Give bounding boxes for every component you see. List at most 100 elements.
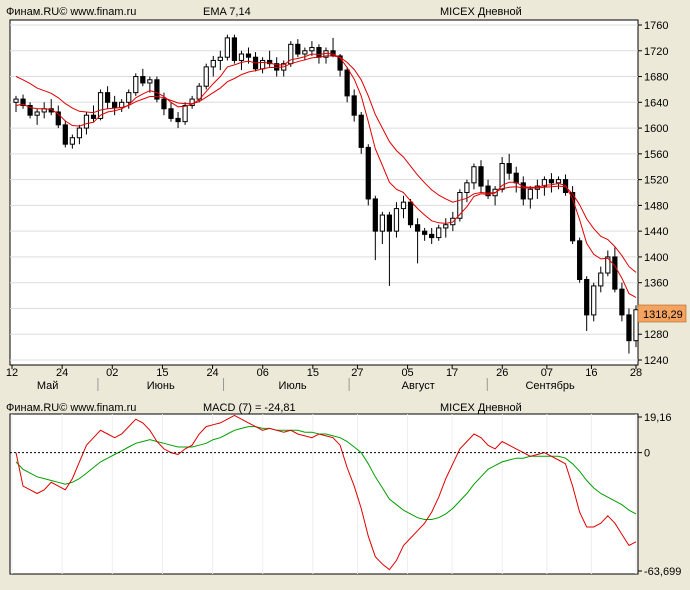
candle-body <box>527 188 533 200</box>
price-grid <box>10 24 638 361</box>
candle-body <box>27 105 33 116</box>
candle-body <box>224 37 230 58</box>
candle-body <box>626 314 632 342</box>
candle-body <box>295 43 301 55</box>
macd-tick-label: 19,16 <box>644 412 672 424</box>
candle-body <box>20 98 26 107</box>
candle-body <box>62 124 68 145</box>
candle-body <box>161 98 167 110</box>
current-price-label: 1318,29 <box>643 309 683 321</box>
candle-body <box>154 79 160 100</box>
time-axis: 12 24 02 15 24 06 15 27 05 17 26 07 16 28 Май Июнь Июль А… <box>6 365 642 392</box>
candle-body <box>548 179 555 184</box>
candle-body <box>238 53 245 61</box>
candle-body <box>598 272 604 287</box>
price-axis-labels: 1760 1720 1680 1640 1600 1560 1520 1480 1440 1400… <box>638 20 668 367</box>
day-tick-label: 12 <box>6 367 18 379</box>
candle-body <box>605 256 611 274</box>
price-tick-label: 1480 <box>644 200 668 212</box>
macd-header-instrument: MICEX Дневной <box>440 402 522 414</box>
day-tick-label: 24 <box>206 367 218 379</box>
candle-body <box>422 230 428 235</box>
candle-body <box>83 114 90 129</box>
price-tick-label: 1720 <box>644 46 668 58</box>
month-label: Август <box>402 380 435 392</box>
candle-body <box>591 285 597 316</box>
day-tick-label: 24 <box>56 367 68 379</box>
candle-body <box>344 69 350 97</box>
candle-body <box>471 166 477 184</box>
candle-body <box>443 224 449 229</box>
candle-body <box>175 117 181 123</box>
candle-body <box>520 182 526 200</box>
candle-body <box>217 56 223 61</box>
macd-panel <box>9 413 639 575</box>
macd-axis-labels: 19,16 0 -63,699 <box>638 412 681 578</box>
month-label: Июль <box>279 380 307 392</box>
day-tick-label: 27 <box>351 367 363 379</box>
candle-body <box>633 309 639 342</box>
candle-body <box>133 76 139 94</box>
candle-body <box>499 163 505 190</box>
price-header-instrument: MICEX Дневной <box>440 6 522 18</box>
day-tick-label: 28 <box>630 367 642 379</box>
candle-body <box>302 50 308 55</box>
candle-body <box>34 111 40 116</box>
candle-body <box>513 172 519 184</box>
day-tick-label: 05 <box>401 367 413 379</box>
candle-body <box>365 146 371 200</box>
candle-body <box>196 85 202 100</box>
candle-body <box>182 105 188 123</box>
price-panel <box>9 19 639 366</box>
candle-body <box>126 92 132 103</box>
candle-body <box>140 76 146 84</box>
candle-body <box>267 59 273 65</box>
price-tick-label: 1280 <box>644 329 668 341</box>
candle-body <box>351 95 357 116</box>
candle-body <box>90 114 97 119</box>
candle-body <box>55 111 61 126</box>
candle-body <box>478 166 484 187</box>
candle-body <box>372 198 378 232</box>
candle-body <box>506 163 512 174</box>
candle-body <box>69 137 75 145</box>
candle-body <box>379 214 385 232</box>
candle-body <box>203 66 209 87</box>
day-tick-label: 02 <box>106 367 118 379</box>
candle-body <box>584 278 590 316</box>
candle-body <box>112 101 118 108</box>
candle-body <box>577 240 583 280</box>
month-label: Июнь <box>147 380 175 392</box>
current-price-tag <box>637 304 687 323</box>
candle-body <box>436 227 442 239</box>
candle-body <box>337 55 343 71</box>
price-tick-label: 1640 <box>644 97 668 109</box>
price-tick-label: 1680 <box>644 72 668 84</box>
candle-body <box>414 224 421 232</box>
candle-body <box>619 288 625 316</box>
day-tick-label: 15 <box>156 367 168 379</box>
candles <box>13 34 639 354</box>
candle-body <box>210 59 216 68</box>
price-tick-label: 1240 <box>644 355 668 367</box>
macd-grid <box>11 414 637 574</box>
candle-body <box>245 53 252 58</box>
candle-body <box>457 192 463 219</box>
day-tick-label: 26 <box>496 367 508 379</box>
candle-body <box>485 185 491 197</box>
macd-tick-label: -63,699 <box>644 566 681 578</box>
day-tick-label: 15 <box>307 367 319 379</box>
day-tick-label: 17 <box>446 367 458 379</box>
candle-body <box>612 256 618 290</box>
macd-line <box>15 414 637 571</box>
price-header-indicator: EMA 7,14 <box>203 6 251 18</box>
candle-body <box>13 98 19 103</box>
candle-body <box>147 79 153 84</box>
candle-body <box>309 47 315 52</box>
ema-slow-line <box>15 55 637 273</box>
candle-body <box>97 92 104 119</box>
month-label: Сентябрь <box>525 380 575 392</box>
price-tick-label: 1560 <box>644 149 668 161</box>
macd-tick-label: 0 <box>644 448 650 460</box>
